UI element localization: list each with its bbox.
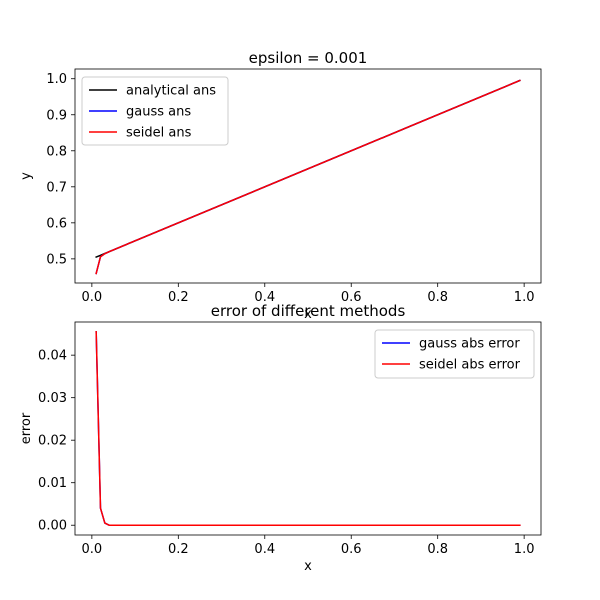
y-axis-label: error <box>19 412 34 444</box>
x-tick-label: 1.0 <box>514 542 535 557</box>
x-tick-label: 0.8 <box>427 290 448 305</box>
legend-box <box>81 76 229 146</box>
y-tick-label: 0.8 <box>46 144 67 159</box>
x-tick-label: 0.6 <box>341 542 362 557</box>
x-tick-label: 0.0 <box>82 542 103 557</box>
y-tick-label: 0.00 <box>38 519 67 534</box>
y-tick-label: 0.7 <box>46 180 67 195</box>
x-axis-label: x <box>304 559 312 574</box>
x-tick-label: 0.8 <box>427 542 448 557</box>
chart-title: error of different methods <box>211 302 406 320</box>
y-axis-label: y <box>19 172 34 180</box>
x-tick-label: 0.0 <box>82 290 103 305</box>
y-tick-label: 0.5 <box>46 252 67 267</box>
chart-title: epsilon = 0.001 <box>249 49 368 67</box>
y-tick-label: 0.04 <box>38 349 67 364</box>
y-tick-label: 1.0 <box>46 72 67 87</box>
y-tick-label: 0.02 <box>38 434 67 449</box>
legend-label: seidel abs error <box>419 358 521 373</box>
y-tick-label: 0.6 <box>46 216 67 231</box>
axes-frame <box>74 321 542 536</box>
x-tick-label: 1.0 <box>514 290 535 305</box>
series-line-seidel-ans <box>95 79 521 275</box>
legend-label: analytical ans <box>126 84 216 99</box>
y-tick-label: 0.01 <box>38 476 67 491</box>
x-tick-label: 0.4 <box>254 542 275 557</box>
legend-label: seidel ans <box>126 126 192 141</box>
x-tick-label: 0.2 <box>168 542 189 557</box>
x-tick-label: 0.4 <box>254 290 275 305</box>
x-axis-label: x <box>304 307 312 322</box>
x-tick-label: 0.2 <box>168 290 189 305</box>
series-line-seidel-abs-error <box>95 331 521 526</box>
legend-label: gauss ans <box>126 105 191 120</box>
x-tick-label: 0.6 <box>341 290 362 305</box>
y-tick-label: 0.9 <box>46 108 67 123</box>
y-tick-label: 0.03 <box>38 391 67 406</box>
legend-box <box>374 329 535 379</box>
top-subplot: 0.0 0.2 0.4 0.6 0.8 1.0 0.5 0.6 0.7 0.8 0.9 1.0 x y ep… <box>19 49 542 322</box>
axes-frame <box>74 68 542 284</box>
bottom-subplot: 0.0 0.2 0.4 0.6 0.8 1.00.000.010.020.030.04xe… <box>19 302 542 574</box>
legend-label: gauss abs error <box>419 337 520 352</box>
